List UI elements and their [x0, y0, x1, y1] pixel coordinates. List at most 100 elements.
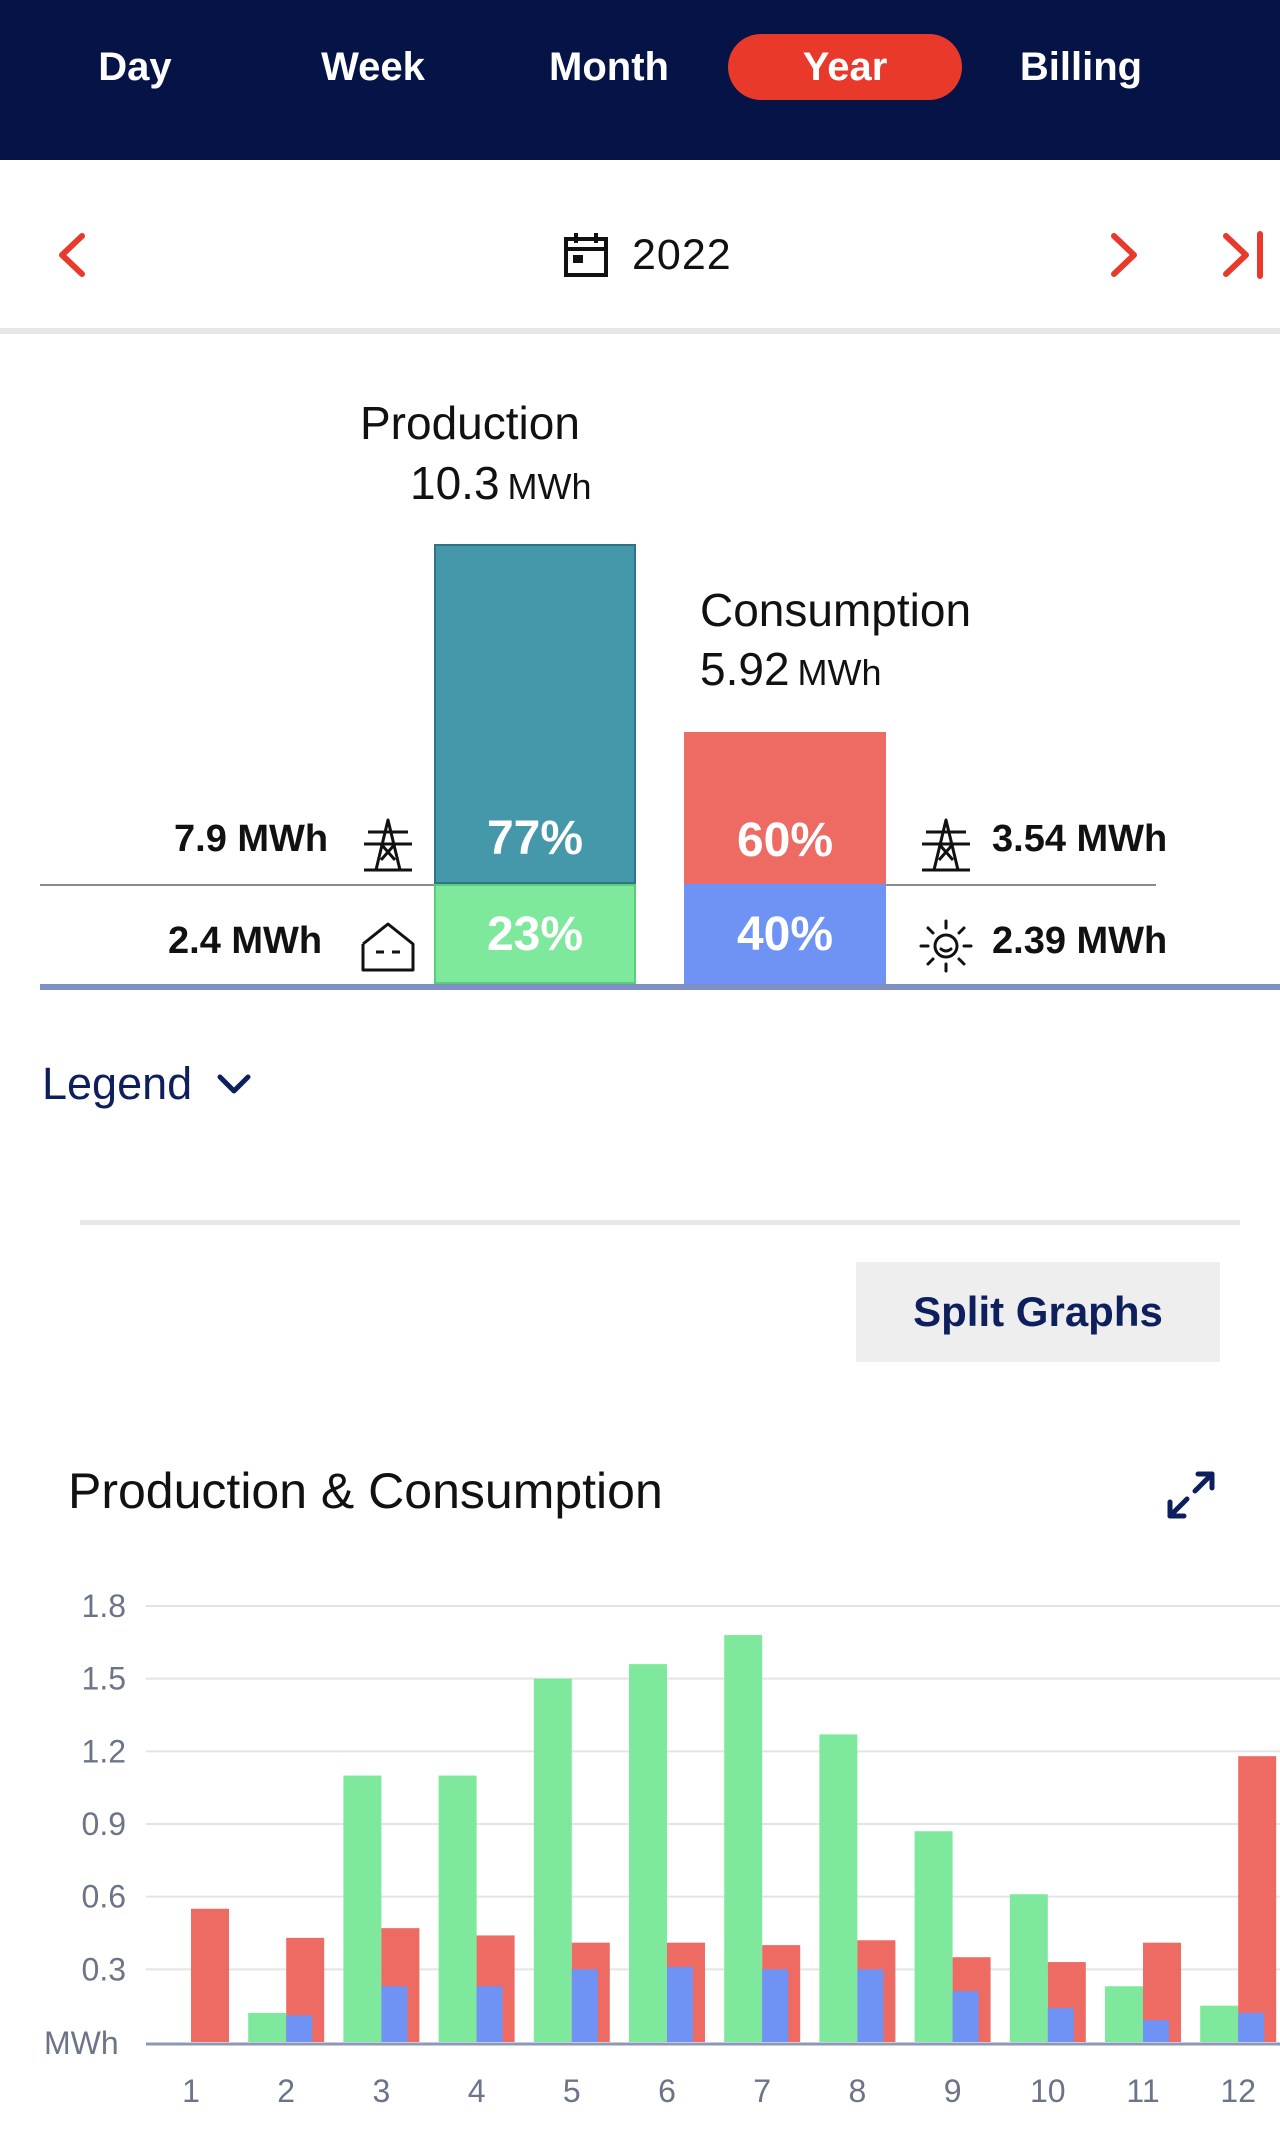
- bar-series-2-month-2: [286, 2015, 313, 2042]
- x-tick-label: 4: [468, 2073, 486, 2109]
- x-tick-label: 10: [1030, 2073, 1066, 2109]
- x-tick-label: 5: [563, 2073, 581, 2109]
- production-grid-segment: 77%: [434, 544, 636, 884]
- section-divider: [80, 1220, 1240, 1225]
- consumption-solar-percent: 40%: [736, 907, 834, 961]
- expand-icon: [1167, 1471, 1215, 1519]
- y-tick-label: 1.5: [82, 1661, 126, 1697]
- summary-divider-left: [40, 884, 434, 886]
- legend-label: Legend: [42, 1058, 193, 1109]
- chart-x-tick-labels: 1 2 3 4 5 6 7 8 9 10 11 12: [182, 2073, 1256, 2109]
- expand-chart-button[interactable]: [1162, 1466, 1220, 1524]
- summary-baseline: [40, 984, 1280, 990]
- bar-series-2-month-4: [476, 1986, 503, 2042]
- power-tower-icon: [364, 818, 412, 872]
- y-tick-label: 0.3: [82, 1951, 126, 1987]
- date-navigation: 2022: [0, 160, 1280, 330]
- bar-series-0-month-6: [629, 1664, 667, 2042]
- production-consumption-chart: 1.81.51.20.90.60.3 1 2 3 4 5 6 7 8 9 10 11 12 MWh: [44, 1588, 1280, 2109]
- bar-series-1-month-12: [1238, 1756, 1277, 2042]
- x-tick-label: 9: [944, 2073, 962, 2109]
- production-total: 10.3 MWh: [410, 456, 592, 510]
- bar-series-2-month-3: [381, 1986, 408, 2042]
- chevron-down-icon: [217, 1074, 251, 1094]
- bar-series-0-month-9: [914, 1831, 953, 2042]
- power-tower-icon: [922, 818, 970, 872]
- production-grid-percent: 77%: [486, 812, 584, 865]
- production-total-value: 10.3: [410, 457, 500, 509]
- consumption-solar-segment: 40%: [684, 884, 886, 984]
- bar-series-2-month-9: [952, 1991, 979, 2042]
- bar-series-0-month-12: [1200, 2005, 1239, 2042]
- production-self-segment: 23%: [434, 884, 636, 984]
- consumption-title: Consumption: [700, 584, 972, 636]
- bar-series-1-month-1: [191, 1908, 229, 2042]
- bar-series-0-month-5: [533, 1678, 572, 2042]
- x-tick-label: 1: [182, 2073, 200, 2109]
- chevron-left-icon: [59, 233, 85, 277]
- x-tick-label: 2: [277, 2073, 295, 2109]
- chart-gridlines: [146, 1605, 1280, 2046]
- x-tick-label: 7: [753, 2073, 771, 2109]
- consumption-grid-value: 3.54 MWh: [992, 818, 1168, 860]
- date-picker[interactable]: 2022: [562, 220, 732, 290]
- bar-series-2-month-5: [571, 1969, 598, 2042]
- production-self-value: 2.4 MWh: [168, 920, 323, 962]
- bar-series-2-month-7: [762, 1969, 789, 2042]
- bar-series-0-month-4: [438, 1775, 477, 2042]
- bar-series-0-month-11: [1105, 1986, 1143, 2042]
- consumption-solar-value: 2.39 MWh: [992, 920, 1168, 962]
- summary-divider-right: [886, 884, 1156, 886]
- divider: [0, 328, 1280, 334]
- latest-period-button[interactable]: [1210, 220, 1280, 290]
- x-tick-label: 3: [373, 2073, 391, 2109]
- y-tick-label: 1.8: [82, 1588, 126, 1624]
- x-tick-label: 8: [849, 2073, 867, 2109]
- x-tick-label: 6: [658, 2073, 676, 2109]
- chart-y-tick-labels: 1.8 1.5 1.2 0.9 0.6 0.3: [82, 1588, 126, 1987]
- y-axis-unit-label: MWh: [44, 2025, 119, 2061]
- consumption-total: 5.92 MWh: [700, 642, 882, 696]
- production-grid-value: 7.9 MWh: [174, 818, 329, 860]
- tab-billing[interactable]: Billing: [1019, 45, 1143, 89]
- bar-series-0-month-10: [1009, 1894, 1048, 2042]
- tab-day[interactable]: Day: [98, 45, 172, 89]
- production-title: Production: [360, 397, 580, 449]
- x-tick-label: 12: [1220, 2073, 1256, 2109]
- bar-series-2-month-11: [1143, 2020, 1169, 2042]
- legend-toggle[interactable]: Legend: [42, 1052, 254, 1116]
- skip-to-end-icon: [1223, 231, 1263, 279]
- consumption-grid-percent: 60%: [736, 814, 834, 867]
- sun-icon: [919, 919, 973, 973]
- x-tick-label: 11: [1126, 2073, 1159, 2109]
- y-tick-label: 0.9: [82, 1806, 126, 1842]
- tab-week[interactable]: Week: [321, 45, 425, 89]
- consumption-total-value: 5.92: [700, 643, 790, 695]
- previous-period-button[interactable]: [46, 220, 106, 290]
- bar-series-2-month-8: [857, 1969, 884, 2042]
- chart-bars: [191, 1635, 1277, 2042]
- production-self-percent: 23%: [486, 907, 584, 961]
- next-period-button[interactable]: [1092, 220, 1152, 290]
- house-icon: [361, 922, 415, 972]
- consumption-grid-segment: 60%: [684, 732, 886, 884]
- y-tick-label: 0.6: [82, 1879, 126, 1915]
- bar-series-0-month-8: [819, 1734, 858, 2042]
- production-total-unit: MWh: [507, 466, 592, 507]
- bar-series-2-month-12: [1238, 2012, 1265, 2042]
- bar-series-0-month-2: [248, 2012, 287, 2042]
- chevron-right-icon: [1111, 233, 1137, 277]
- tab-month[interactable]: Month: [549, 45, 669, 89]
- bar-series-2-month-6: [667, 1966, 693, 2042]
- calendar-icon: [564, 233, 608, 277]
- consumption-total-unit: MWh: [797, 652, 882, 693]
- period-tab-bar: Day Week Month Year Billing: [0, 0, 1280, 160]
- tab-year[interactable]: Year: [728, 34, 962, 100]
- y-tick-label: 1.2: [82, 1733, 126, 1769]
- split-graphs-button[interactable]: Split Graphs: [856, 1262, 1220, 1362]
- bar-series-0-month-7: [724, 1635, 763, 2042]
- bar-series-0-month-3: [343, 1775, 382, 2042]
- current-period-label: 2022: [632, 230, 732, 279]
- chart-title: Production & Consumption: [68, 1463, 663, 1519]
- bar-series-2-month-10: [1047, 2008, 1074, 2042]
